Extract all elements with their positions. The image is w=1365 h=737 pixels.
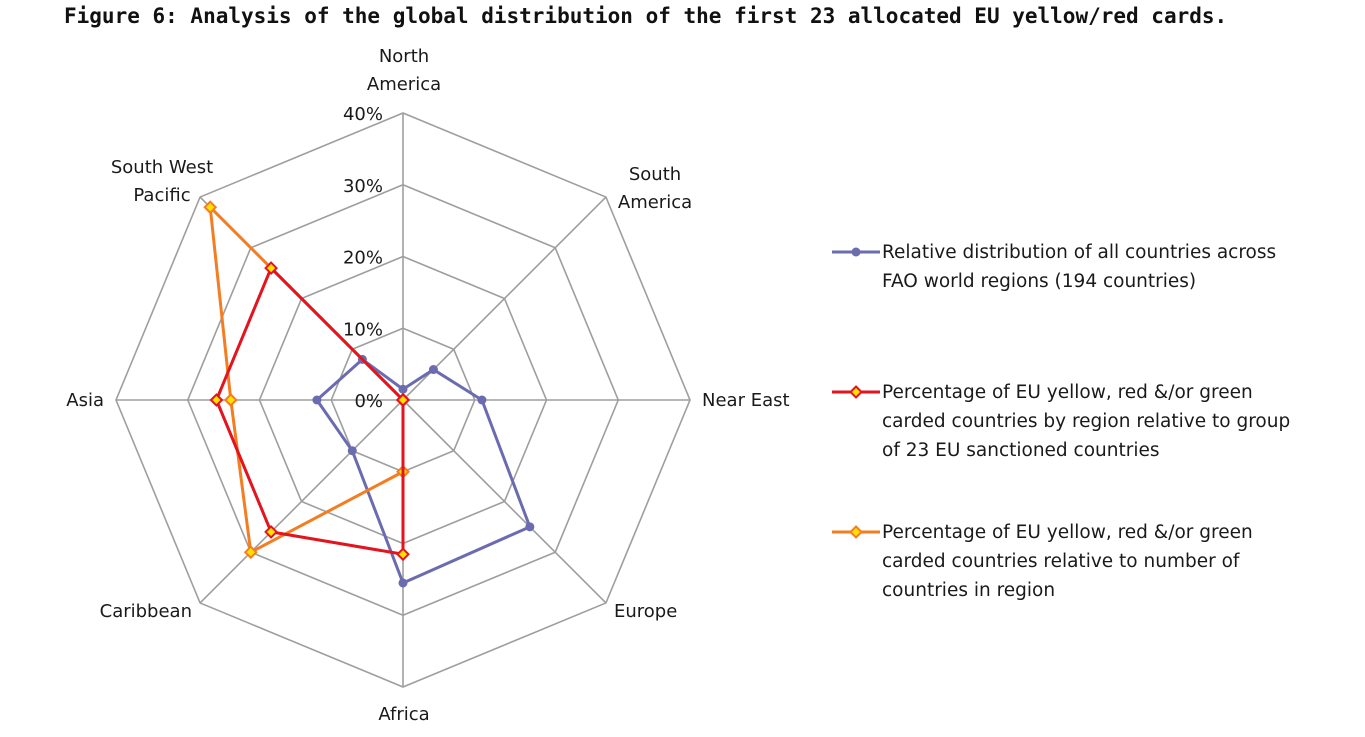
radial-tick-labels: 0% 10% 20% 30% 40% [343, 104, 383, 412]
category-label: South America [618, 164, 692, 213]
series-1-point [312, 395, 322, 405]
series-2-line [214, 266, 405, 556]
series-1 [312, 354, 535, 588]
category-label: Caribbean [100, 601, 192, 622]
legend-label: Percentage of EU yellow, red &/or green … [882, 522, 1253, 601]
series-2-point [264, 261, 279, 276]
series-3-point [223, 393, 238, 407]
legend-point [849, 525, 863, 539]
category-label: Near East [702, 390, 790, 411]
grid-spoke [402, 196, 607, 401]
series-1-line [315, 357, 532, 585]
category-label: South West Pacific [111, 157, 213, 206]
category-label: Europe [614, 601, 677, 622]
tick-label: 40% [343, 104, 383, 125]
legend-point [851, 247, 861, 257]
series-1-point [398, 578, 408, 588]
tick-label: 30% [343, 176, 383, 197]
legend-label: Relative distribution of all countries a… [882, 242, 1277, 292]
legend-marker [832, 385, 880, 399]
category-labels: North America South America Near East Europe A… [66, 46, 789, 725]
series-2-point [396, 547, 410, 562]
legend-marker [832, 525, 880, 539]
series-2-point [264, 524, 279, 539]
series-1-point [477, 395, 487, 405]
legend-label: Percentage of EU yellow, red &/or green … [882, 382, 1291, 461]
tick-label: 0% [354, 391, 383, 412]
series-3-point [203, 200, 218, 215]
grid-spoke [199, 399, 404, 604]
tick-label: 20% [343, 248, 383, 269]
series-1-point [398, 384, 408, 394]
series-2-point [396, 393, 410, 407]
legend-point [849, 385, 863, 399]
category-label: Asia [66, 390, 104, 411]
category-label: Africa [378, 704, 429, 725]
figure-title: Figure 6: Analysis of the global distrib… [64, 4, 1228, 28]
legend-marker [832, 247, 880, 257]
grid-spoke [402, 399, 607, 604]
series-2 [209, 261, 410, 562]
radar-series [203, 200, 535, 588]
series-2-point [209, 393, 224, 407]
tick-label: 10% [343, 319, 383, 340]
series-3-point [243, 545, 258, 560]
series-1-point [347, 446, 357, 456]
series-1-point [428, 365, 438, 375]
series-1-point [525, 522, 535, 532]
category-label: North America [367, 46, 441, 95]
